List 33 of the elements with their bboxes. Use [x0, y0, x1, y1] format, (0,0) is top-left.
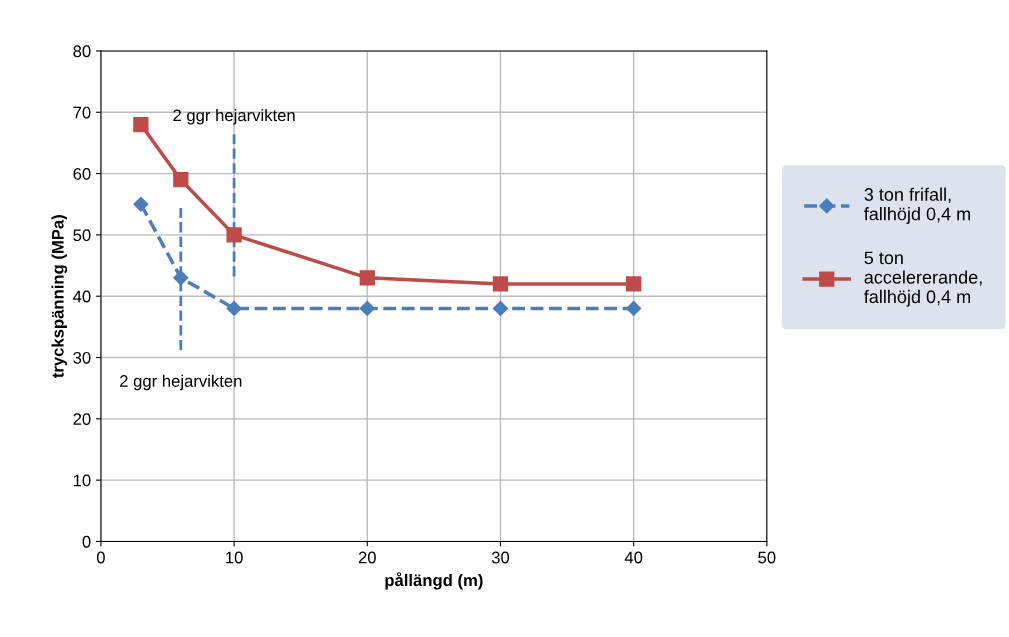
y-tick-label: 20 [73, 413, 91, 426]
point [492, 276, 509, 292]
point [626, 300, 642, 317]
point [359, 270, 375, 286]
y-axis-title: tryckspänning (MPa) [51, 215, 68, 378]
x-tick-label: 30 [491, 551, 510, 564]
y-tick-label: 70 [73, 106, 91, 119]
point [226, 227, 242, 243]
ref-line-label: 2 ggr hejarvikten [120, 374, 242, 391]
y-tick-label: 60 [73, 167, 91, 180]
x-tick-label: 20 [358, 551, 376, 564]
point [226, 300, 242, 317]
point [492, 300, 509, 317]
point [173, 270, 189, 286]
y-tick-label: 50 [73, 229, 91, 242]
point [173, 172, 189, 188]
y-tick-label: 10 [73, 474, 91, 487]
point [133, 196, 149, 212]
y-tick-label: 30 [73, 351, 91, 364]
point [359, 300, 375, 317]
legend-label: 5 ton accelererande, fallhöjd 0,4 m [864, 251, 982, 307]
ref-line-label: 2 ggr hejarvikten [173, 109, 295, 125]
point [626, 276, 642, 292]
legend-label: 3 ton frifall, fallhöjd 0,4 m [864, 187, 970, 224]
x-axis-title: pållängd (m) [385, 572, 483, 590]
x-tick-label: 10 [226, 551, 243, 564]
x-tick-label: 40 [624, 551, 643, 564]
point [133, 116, 149, 133]
y-tick-label: 40 [73, 290, 91, 303]
x-tick-label: 50 [758, 551, 776, 564]
x-tick-label: 0 [96, 551, 105, 564]
y-tick-label: 0 [82, 535, 91, 548]
y-tick-label: 80 [73, 45, 91, 58]
